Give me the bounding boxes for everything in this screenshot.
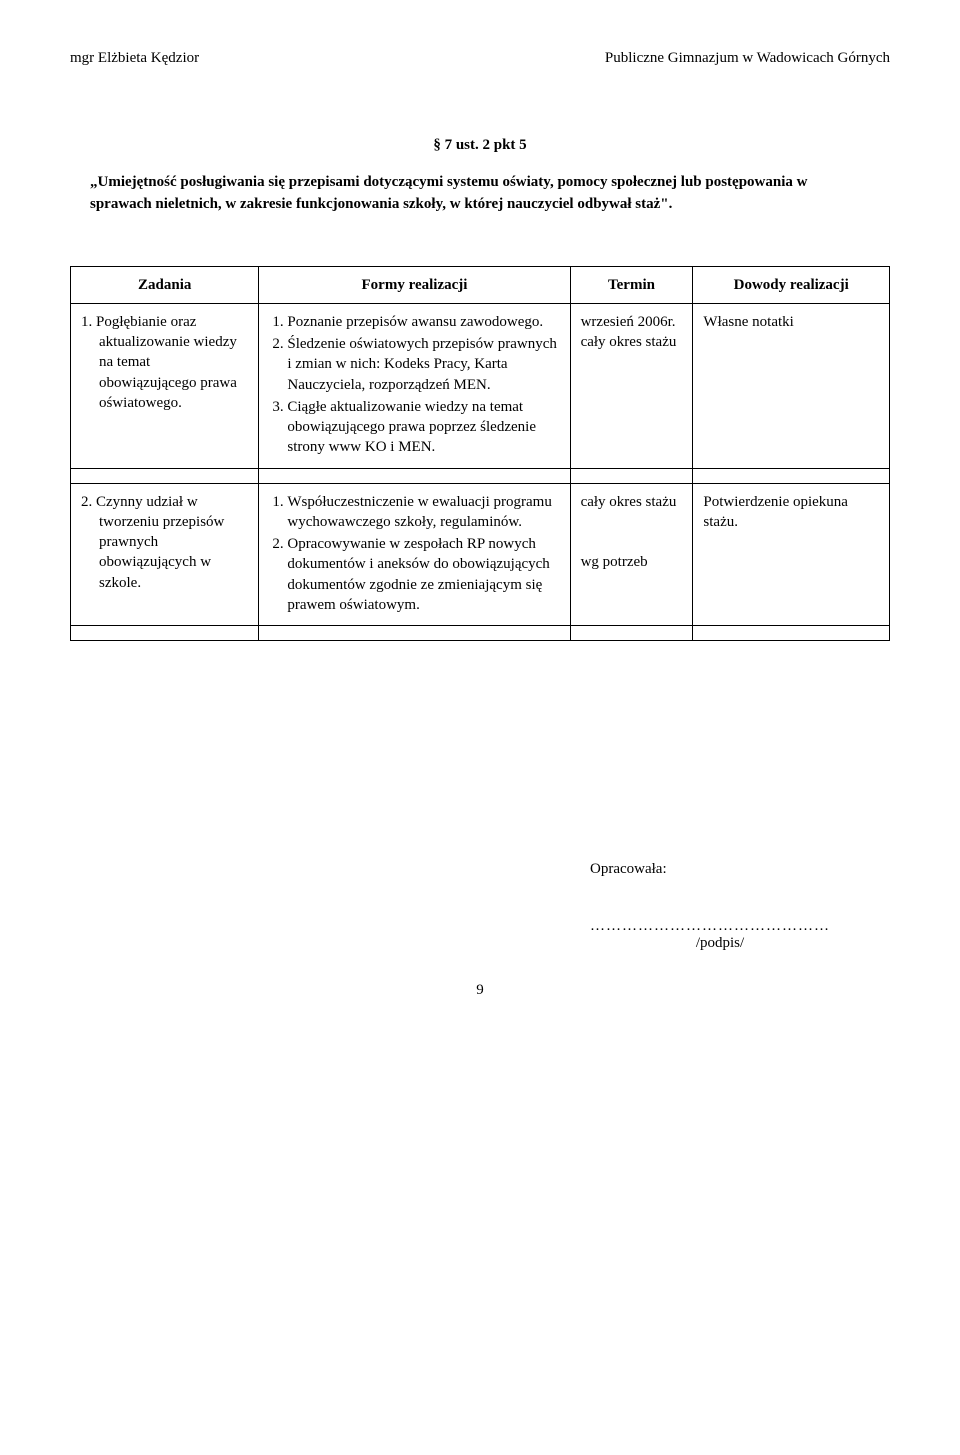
spacer-row [71,626,890,641]
signature-block: Opracowała: ……………………………………… /podpis/ [590,861,890,952]
cell-dowody: Własne notatki [693,303,890,468]
opracowala-label: Opracowała: [590,861,890,878]
cell-formy: Współuczestniczenie w ewaluacji programu… [259,483,570,626]
table-row: 2. Czynny udział w tworzeniu przepisów p… [71,483,890,626]
tasks-table: Zadania Formy realizacji Termin Dowody r… [70,266,890,642]
section-heading: § 7 ust. 2 pkt 5 [70,137,890,154]
col-formy: Formy realizacji [259,266,570,303]
cell-dowody: Potwierdzenie opiekuna stażu. [693,483,890,626]
col-dowody: Dowody realizacji [693,266,890,303]
signature-label: /podpis/ [590,935,850,952]
cell-formy: Poznanie przepisów awansu zawodowego. Śl… [259,303,570,468]
header-right: Publiczne Gimnazjum w Wadowicach Górnych [605,50,890,67]
cell-zadanie: 2. Czynny udział w tworzeniu przepisów p… [71,483,259,626]
cell-termin: wrzesień 2006r. cały okres stażu [570,303,693,468]
table-header-row: Zadania Formy realizacji Termin Dowody r… [71,266,890,303]
header-left: mgr Elżbieta Kędzior [70,50,199,67]
col-zadania: Zadania [71,266,259,303]
cell-termin: cały okres stażu wg potrzeb [570,483,693,626]
table-row: 1. Pogłębianie oraz aktualizowanie wiedz… [71,303,890,468]
signature-dots: ……………………………………… [590,918,890,935]
col-termin: Termin [570,266,693,303]
section-quote: „Umiejętność posługiwania się przepisami… [90,172,870,216]
cell-zadanie: 1. Pogłębianie oraz aktualizowanie wiedz… [71,303,259,468]
page-header: mgr Elżbieta Kędzior Publiczne Gimnazjum… [70,50,890,67]
spacer-row [71,468,890,483]
page-number: 9 [70,982,890,999]
